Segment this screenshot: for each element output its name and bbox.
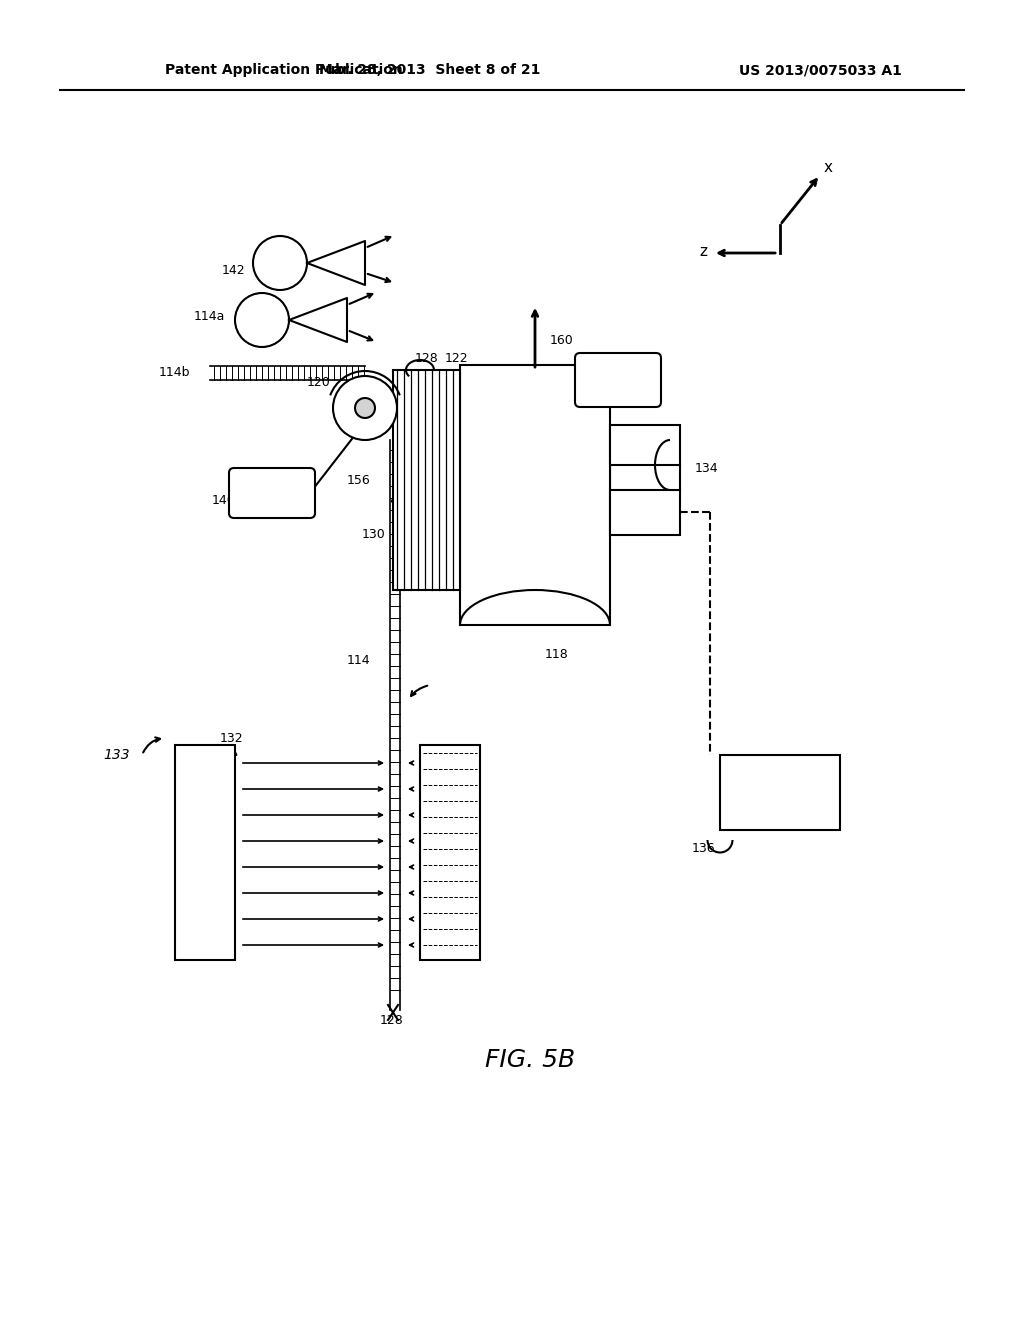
Circle shape [333, 376, 397, 440]
Text: 138: 138 [638, 363, 662, 376]
Bar [393, 370, 460, 590]
Circle shape [253, 236, 307, 290]
Bar [175, 744, 234, 960]
Polygon shape [307, 242, 365, 285]
Text: 134: 134 [695, 462, 719, 474]
Text: $\Delta$T: $\Delta$T [263, 487, 282, 499]
Text: 130: 130 [361, 528, 385, 541]
Text: 128: 128 [415, 351, 438, 364]
Text: z: z [699, 244, 707, 260]
Text: Mar. 28, 2013  Sheet 8 of 21: Mar. 28, 2013 Sheet 8 of 21 [319, 63, 541, 77]
Bar [610, 490, 680, 535]
Text: FIG. 5B: FIG. 5B [485, 1048, 575, 1072]
Text: 114: 114 [346, 653, 370, 667]
Text: US 2013/0075033 A1: US 2013/0075033 A1 [738, 63, 901, 77]
Text: 156: 156 [346, 474, 370, 487]
Text: Motor: Motor [758, 784, 802, 800]
Text: 160: 160 [550, 334, 573, 346]
Bar [420, 744, 480, 960]
Bar [610, 425, 680, 465]
Text: 133: 133 [103, 748, 130, 762]
FancyBboxPatch shape [575, 352, 662, 407]
FancyBboxPatch shape [229, 469, 315, 517]
Text: 120: 120 [306, 376, 330, 389]
Text: 142: 142 [221, 264, 245, 276]
Bar [460, 366, 610, 624]
Text: 136: 136 [691, 842, 715, 854]
Text: 114a: 114a [194, 309, 225, 322]
Polygon shape [289, 298, 347, 342]
Bar [720, 755, 840, 830]
Text: $\Delta$T: $\Delta$T [609, 374, 627, 387]
Text: x: x [823, 161, 833, 176]
Circle shape [234, 293, 289, 347]
Text: 114b: 114b [159, 367, 190, 380]
Text: 122: 122 [445, 351, 469, 364]
Text: 132: 132 [220, 731, 244, 744]
Text: 128: 128 [380, 1014, 403, 1027]
Circle shape [355, 399, 375, 418]
Text: 140: 140 [211, 494, 234, 507]
Text: Patent Application Publication: Patent Application Publication [165, 63, 402, 77]
Text: 118: 118 [545, 648, 568, 661]
